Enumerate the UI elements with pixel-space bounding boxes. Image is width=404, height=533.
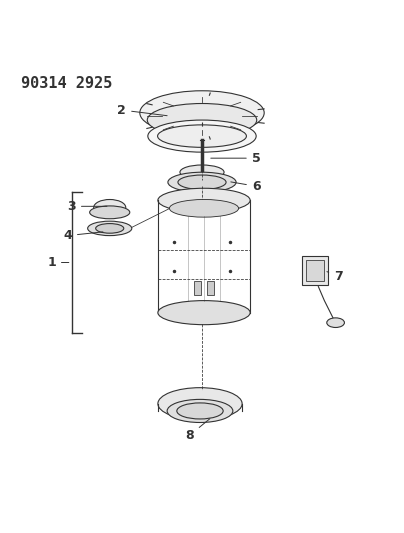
Text: 3: 3 bbox=[67, 200, 107, 213]
Bar bbox=[194, 280, 201, 295]
Ellipse shape bbox=[158, 301, 250, 325]
Text: 8: 8 bbox=[186, 419, 210, 441]
Text: 4: 4 bbox=[63, 229, 103, 242]
Ellipse shape bbox=[147, 103, 257, 136]
Bar bbox=[207, 280, 215, 295]
Ellipse shape bbox=[178, 175, 226, 189]
Ellipse shape bbox=[177, 403, 223, 419]
Ellipse shape bbox=[167, 399, 233, 423]
Ellipse shape bbox=[90, 206, 130, 219]
Ellipse shape bbox=[140, 91, 264, 135]
Ellipse shape bbox=[169, 199, 239, 217]
Ellipse shape bbox=[96, 223, 124, 233]
Ellipse shape bbox=[88, 221, 132, 236]
Ellipse shape bbox=[180, 165, 224, 180]
Ellipse shape bbox=[158, 387, 242, 420]
Ellipse shape bbox=[158, 188, 250, 212]
Ellipse shape bbox=[94, 199, 126, 215]
Bar bbox=[306, 261, 324, 280]
Text: 7: 7 bbox=[327, 270, 343, 283]
Text: 2: 2 bbox=[118, 103, 167, 117]
Ellipse shape bbox=[158, 125, 246, 147]
Ellipse shape bbox=[148, 120, 256, 152]
Text: 5: 5 bbox=[211, 152, 261, 165]
Ellipse shape bbox=[168, 172, 236, 192]
Text: 6: 6 bbox=[231, 180, 261, 193]
Text: 1: 1 bbox=[47, 256, 69, 269]
Ellipse shape bbox=[327, 318, 345, 327]
Bar bbox=[302, 256, 328, 285]
Text: 90314 2925: 90314 2925 bbox=[21, 76, 113, 91]
